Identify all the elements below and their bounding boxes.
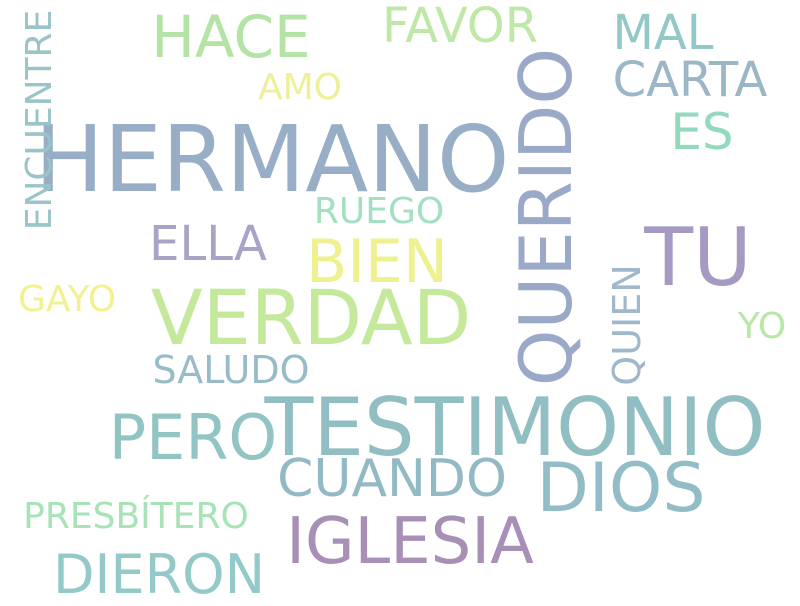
word-cuando: CUANDO (277, 449, 507, 509)
word-verdad: VERDAD (150, 273, 472, 362)
word-ruego: RUEGO (313, 191, 445, 232)
word-saludo: SALUDO (152, 348, 310, 392)
word-iglesia: IGLESIA (286, 505, 534, 579)
word-gayo: GAYO (17, 279, 117, 320)
word-amo: AMO (257, 67, 343, 108)
word-testimonio: TESTIMONIO (264, 381, 766, 474)
word-encuentre: ENCUENTRE (19, 9, 60, 231)
word-hermano: HERMANO (34, 106, 510, 213)
word-pero: PERO (108, 401, 278, 474)
word-hace: HACE (151, 3, 311, 71)
word-presbitero: PRESBÍTERO (23, 496, 249, 537)
word-quien: QUIEN (605, 264, 649, 386)
word-es: ES (670, 103, 734, 161)
word-carta: CARTA (612, 52, 768, 108)
word-tu: TU (644, 211, 752, 304)
word-dios: DIOS (536, 449, 706, 528)
word-ella: ELLA (149, 216, 267, 272)
word-dieron: DIERON (52, 543, 266, 606)
word-mal: MAL (612, 5, 714, 61)
word-favor: FAVOR (381, 0, 539, 54)
word-bien: BIEN (306, 227, 448, 297)
word-querido: QUERIDO (504, 47, 588, 387)
word-yo: YO (737, 306, 787, 347)
